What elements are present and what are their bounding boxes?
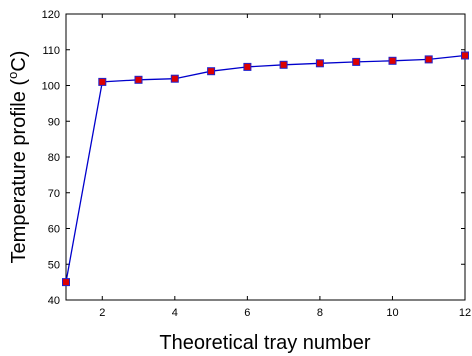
data-point-marker <box>315 59 324 68</box>
data-point-marker <box>424 55 433 64</box>
y-tick-label: 40 <box>48 295 60 307</box>
x-tick-label: 12 <box>459 307 471 319</box>
data-point-marker <box>62 278 70 287</box>
data-point-marker <box>279 60 288 69</box>
series-markers <box>62 51 469 287</box>
axis-ticks <box>66 13 466 301</box>
x-tick-label: 4 <box>172 307 178 319</box>
data-point-marker <box>98 77 107 86</box>
series-line <box>65 54 466 283</box>
data-point-marker <box>207 67 216 76</box>
y-tick-label: 100 <box>42 81 60 93</box>
y-tick-label: 90 <box>48 116 60 128</box>
data-point-marker <box>243 62 252 71</box>
y-tick-label: 70 <box>48 188 60 200</box>
y-tick-label: 50 <box>48 259 60 271</box>
x-tick-label: 2 <box>99 307 105 319</box>
y-axis-title: Temperature profile (oC) <box>5 51 30 264</box>
data-point-marker <box>170 74 179 83</box>
data-point-marker <box>352 57 361 66</box>
x-tick-label: 8 <box>317 307 323 319</box>
y-tick-label: 120 <box>42 9 60 21</box>
data-point-marker <box>134 75 143 84</box>
x-tick-label: 10 <box>386 307 398 319</box>
y-tick-label: 60 <box>48 224 60 236</box>
x-tick-label: 6 <box>244 307 250 319</box>
y-tick-label: 110 <box>42 45 60 57</box>
x-axis-title: Theoretical tray number <box>159 332 371 354</box>
data-point-marker <box>461 51 469 60</box>
data-point-marker <box>388 56 397 65</box>
tick-labels: 40 50 60 70 80 90 100 110 120 2 4 6 8 10 12 <box>42 9 471 319</box>
y-tick-label: 80 <box>48 152 60 164</box>
plot-frame <box>65 13 466 301</box>
